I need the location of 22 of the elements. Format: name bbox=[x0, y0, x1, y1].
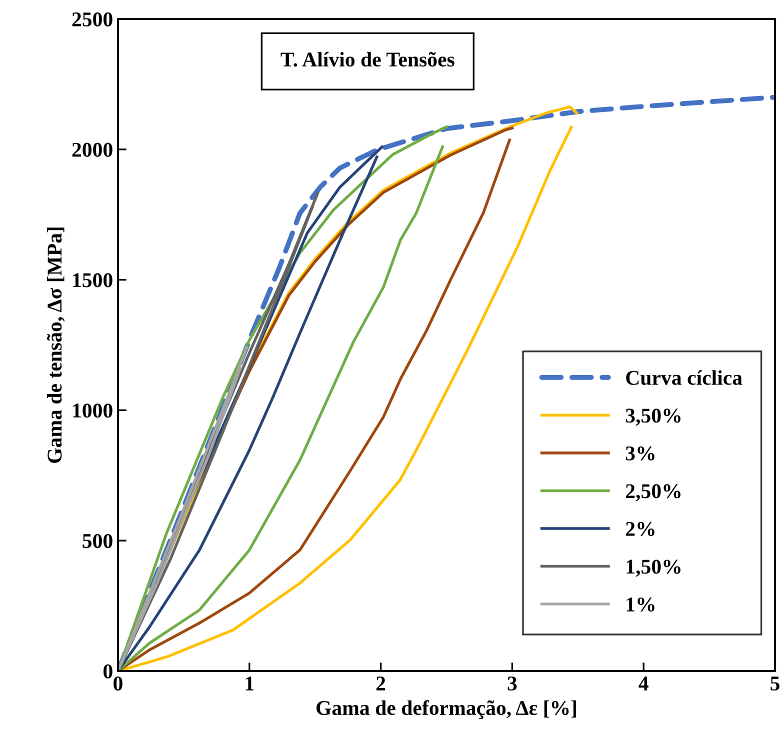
legend-label: 3% bbox=[626, 446, 654, 461]
x-tick-label: 1 bbox=[246, 676, 254, 690]
x-tick-label: 0 bbox=[114, 676, 122, 691]
y-tick-label: 2500 bbox=[72, 12, 112, 26]
y-tick-label: 0 bbox=[104, 664, 112, 678]
x-tick-label: 4 bbox=[638, 676, 648, 690]
x-axis-title: Gama de deformação, Δε [%] bbox=[316, 700, 576, 720]
legend-label: 2% bbox=[626, 522, 654, 536]
legend-label: Curva cíclica bbox=[626, 370, 742, 385]
y-axis-title: Gama de tensão, Δσ [MPa] bbox=[46, 228, 65, 463]
legend-label: 2,50% bbox=[626, 484, 680, 502]
x-tick-label: 5 bbox=[770, 676, 780, 691]
y-tick-label: 1000 bbox=[73, 404, 112, 418]
y-tick-label: 2000 bbox=[72, 142, 112, 157]
legend-label: 1% bbox=[626, 597, 654, 612]
legend-label: 1,50% bbox=[626, 560, 680, 577]
x-tick-label: 2 bbox=[376, 676, 386, 690]
x-tick-label: 3 bbox=[508, 676, 517, 691]
y-tick-label: 1500 bbox=[73, 273, 112, 288]
y-tick-label: 500 bbox=[82, 534, 112, 548]
legend-label: 3,50% bbox=[626, 408, 680, 426]
text: T. Alívio de Tensões bbox=[280, 52, 454, 67]
